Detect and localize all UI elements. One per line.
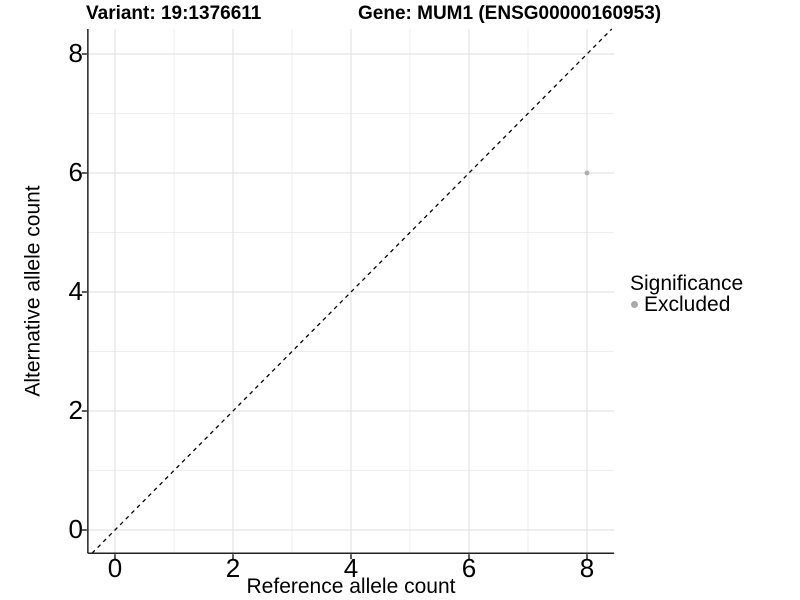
y-tick-label: 4 [68,276,83,306]
y-tick-label: 8 [68,38,83,68]
x-tick-label: 8 [579,553,595,583]
y-tick-label: 0 [68,514,83,544]
y-tick-label: 2 [68,395,83,425]
legend-title: Significance [630,272,744,295]
plot-title-variant: Variant: 19:1376611 [86,3,262,24]
identity-line [91,28,613,554]
y-tick-label: 6 [68,157,83,187]
legend-item-label: Excluded [644,293,731,316]
x-tick-label: 2 [225,553,241,583]
plot-title-gene: Gene: MUM1 (ENSG00000160953) [358,3,662,24]
x-tick-label: 0 [107,553,123,583]
legend-key-dot-icon [631,301,638,308]
x-tick-label: 4 [343,553,359,583]
data-point [584,170,590,176]
x-tick-label: 6 [461,553,477,583]
x-axis-title: Reference allele count [246,575,456,598]
legend: Significance Excluded [629,272,744,316]
legend-item-excluded: Excluded [629,293,743,316]
